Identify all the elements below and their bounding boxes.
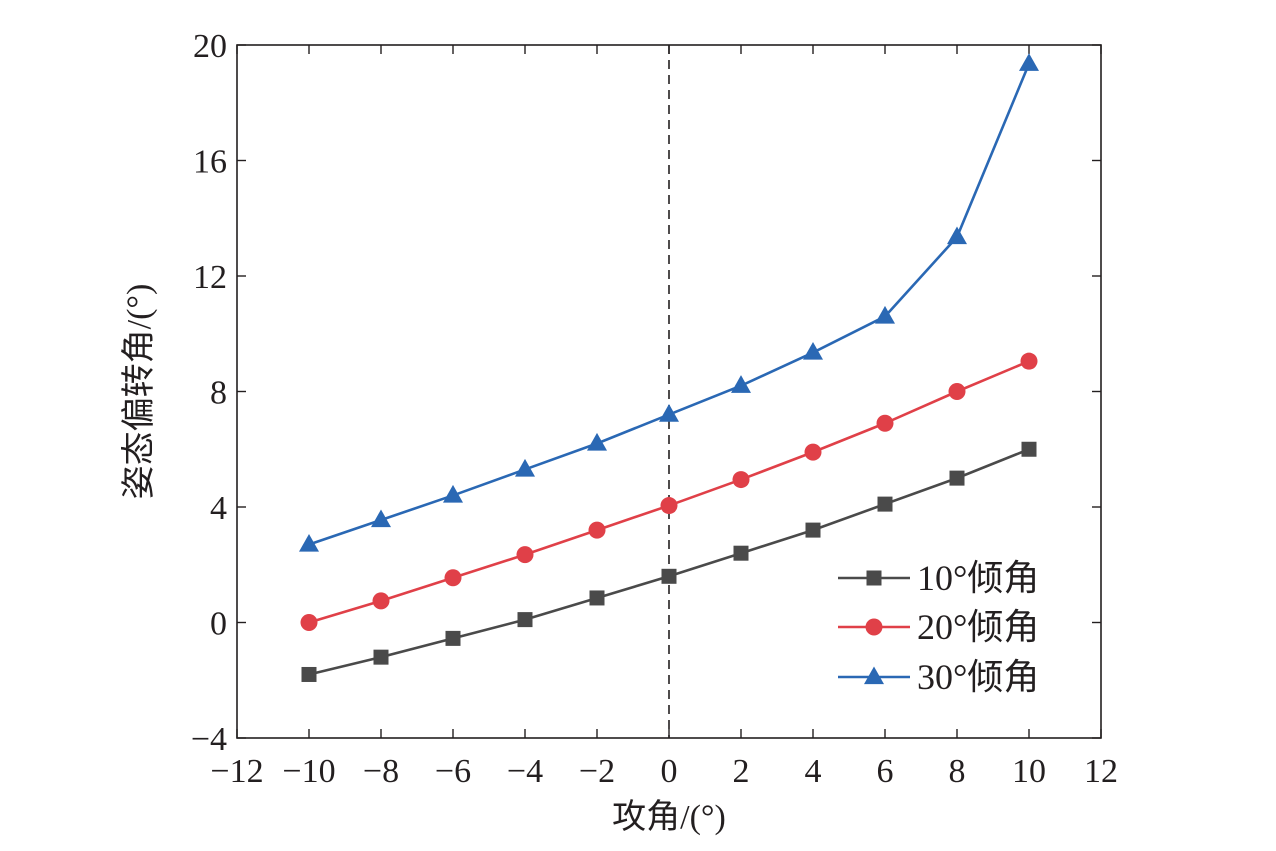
data-point <box>660 497 678 515</box>
data-point <box>876 414 894 432</box>
series-3 <box>299 53 1039 552</box>
data-point <box>805 522 821 538</box>
data-point <box>515 458 535 477</box>
data-point <box>731 375 751 393</box>
data-point <box>659 404 679 422</box>
data-point <box>588 521 606 539</box>
legend: 10°倾角 20°倾角 30°倾角 <box>838 558 1039 697</box>
x-tick-label: 12 <box>1084 753 1118 790</box>
series-2 <box>300 352 1038 631</box>
data-point <box>443 484 463 503</box>
data-point <box>301 666 317 682</box>
legend-label: 10°倾角 <box>917 558 1039 598</box>
legend-marker <box>865 618 883 636</box>
x-tick-label: −12 <box>210 753 263 790</box>
series-layer <box>299 53 1039 682</box>
data-point <box>1019 53 1039 71</box>
data-point <box>733 545 749 561</box>
legend-marker <box>864 666 884 685</box>
y-tick-label: 0 <box>210 606 227 643</box>
data-point <box>661 568 677 584</box>
data-point <box>517 612 533 628</box>
x-axis-title: 攻角/(°) <box>612 798 726 836</box>
data-point <box>372 592 390 610</box>
data-point <box>371 509 391 528</box>
data-point <box>1020 352 1038 370</box>
data-point <box>1021 441 1037 457</box>
x-tick-label: 0 <box>661 753 678 790</box>
x-tick-label: −6 <box>435 753 471 790</box>
legend-item: 20°倾角 <box>838 607 1039 647</box>
axes-layer: −12 −10 −8 −6 −4 −2 0 2 4 6 8 10 12 −4 0 4 8 12 16 20 <box>191 28 1118 790</box>
data-point <box>948 383 966 400</box>
x-tick-label: −4 <box>507 753 543 790</box>
data-point <box>516 546 534 564</box>
x-tick-label: −2 <box>579 753 615 790</box>
data-point <box>445 630 461 646</box>
data-point <box>803 341 823 360</box>
x-tick-label: 4 <box>805 753 822 790</box>
data-point <box>947 226 967 245</box>
data-point <box>444 569 462 587</box>
y-tick-label: 8 <box>210 375 227 412</box>
data-point <box>373 649 389 665</box>
y-tick-label: −4 <box>191 721 227 758</box>
series-1 <box>301 441 1037 682</box>
data-point <box>875 305 895 324</box>
x-tick-label: 8 <box>949 753 966 790</box>
legend-marker <box>866 570 882 586</box>
legend-item: 30°倾角 <box>838 657 1039 697</box>
data-point <box>587 432 607 451</box>
data-point <box>732 471 750 489</box>
legend-label: 20°倾角 <box>917 607 1039 647</box>
y-tick-label: 16 <box>193 144 227 181</box>
legend-item: 10°倾角 <box>838 558 1039 598</box>
data-point <box>589 590 605 606</box>
y-tick-label: 12 <box>193 259 227 296</box>
x-tick-label: −10 <box>282 753 335 790</box>
x-tick-label: −8 <box>363 753 399 790</box>
x-tick-label: 6 <box>877 753 894 790</box>
y-tick-label: 20 <box>193 28 227 65</box>
data-point <box>877 496 893 512</box>
y-axis-title: 姿态偏转角/(°) <box>120 284 158 500</box>
x-tick-label: 2 <box>733 753 750 790</box>
data-point <box>300 614 318 631</box>
legend-label: 30°倾角 <box>917 657 1039 697</box>
data-point <box>804 443 822 461</box>
x-tick-label: 10 <box>1012 753 1046 790</box>
y-tick-label: 4 <box>210 490 227 527</box>
data-point <box>949 470 965 486</box>
data-point <box>299 533 319 552</box>
